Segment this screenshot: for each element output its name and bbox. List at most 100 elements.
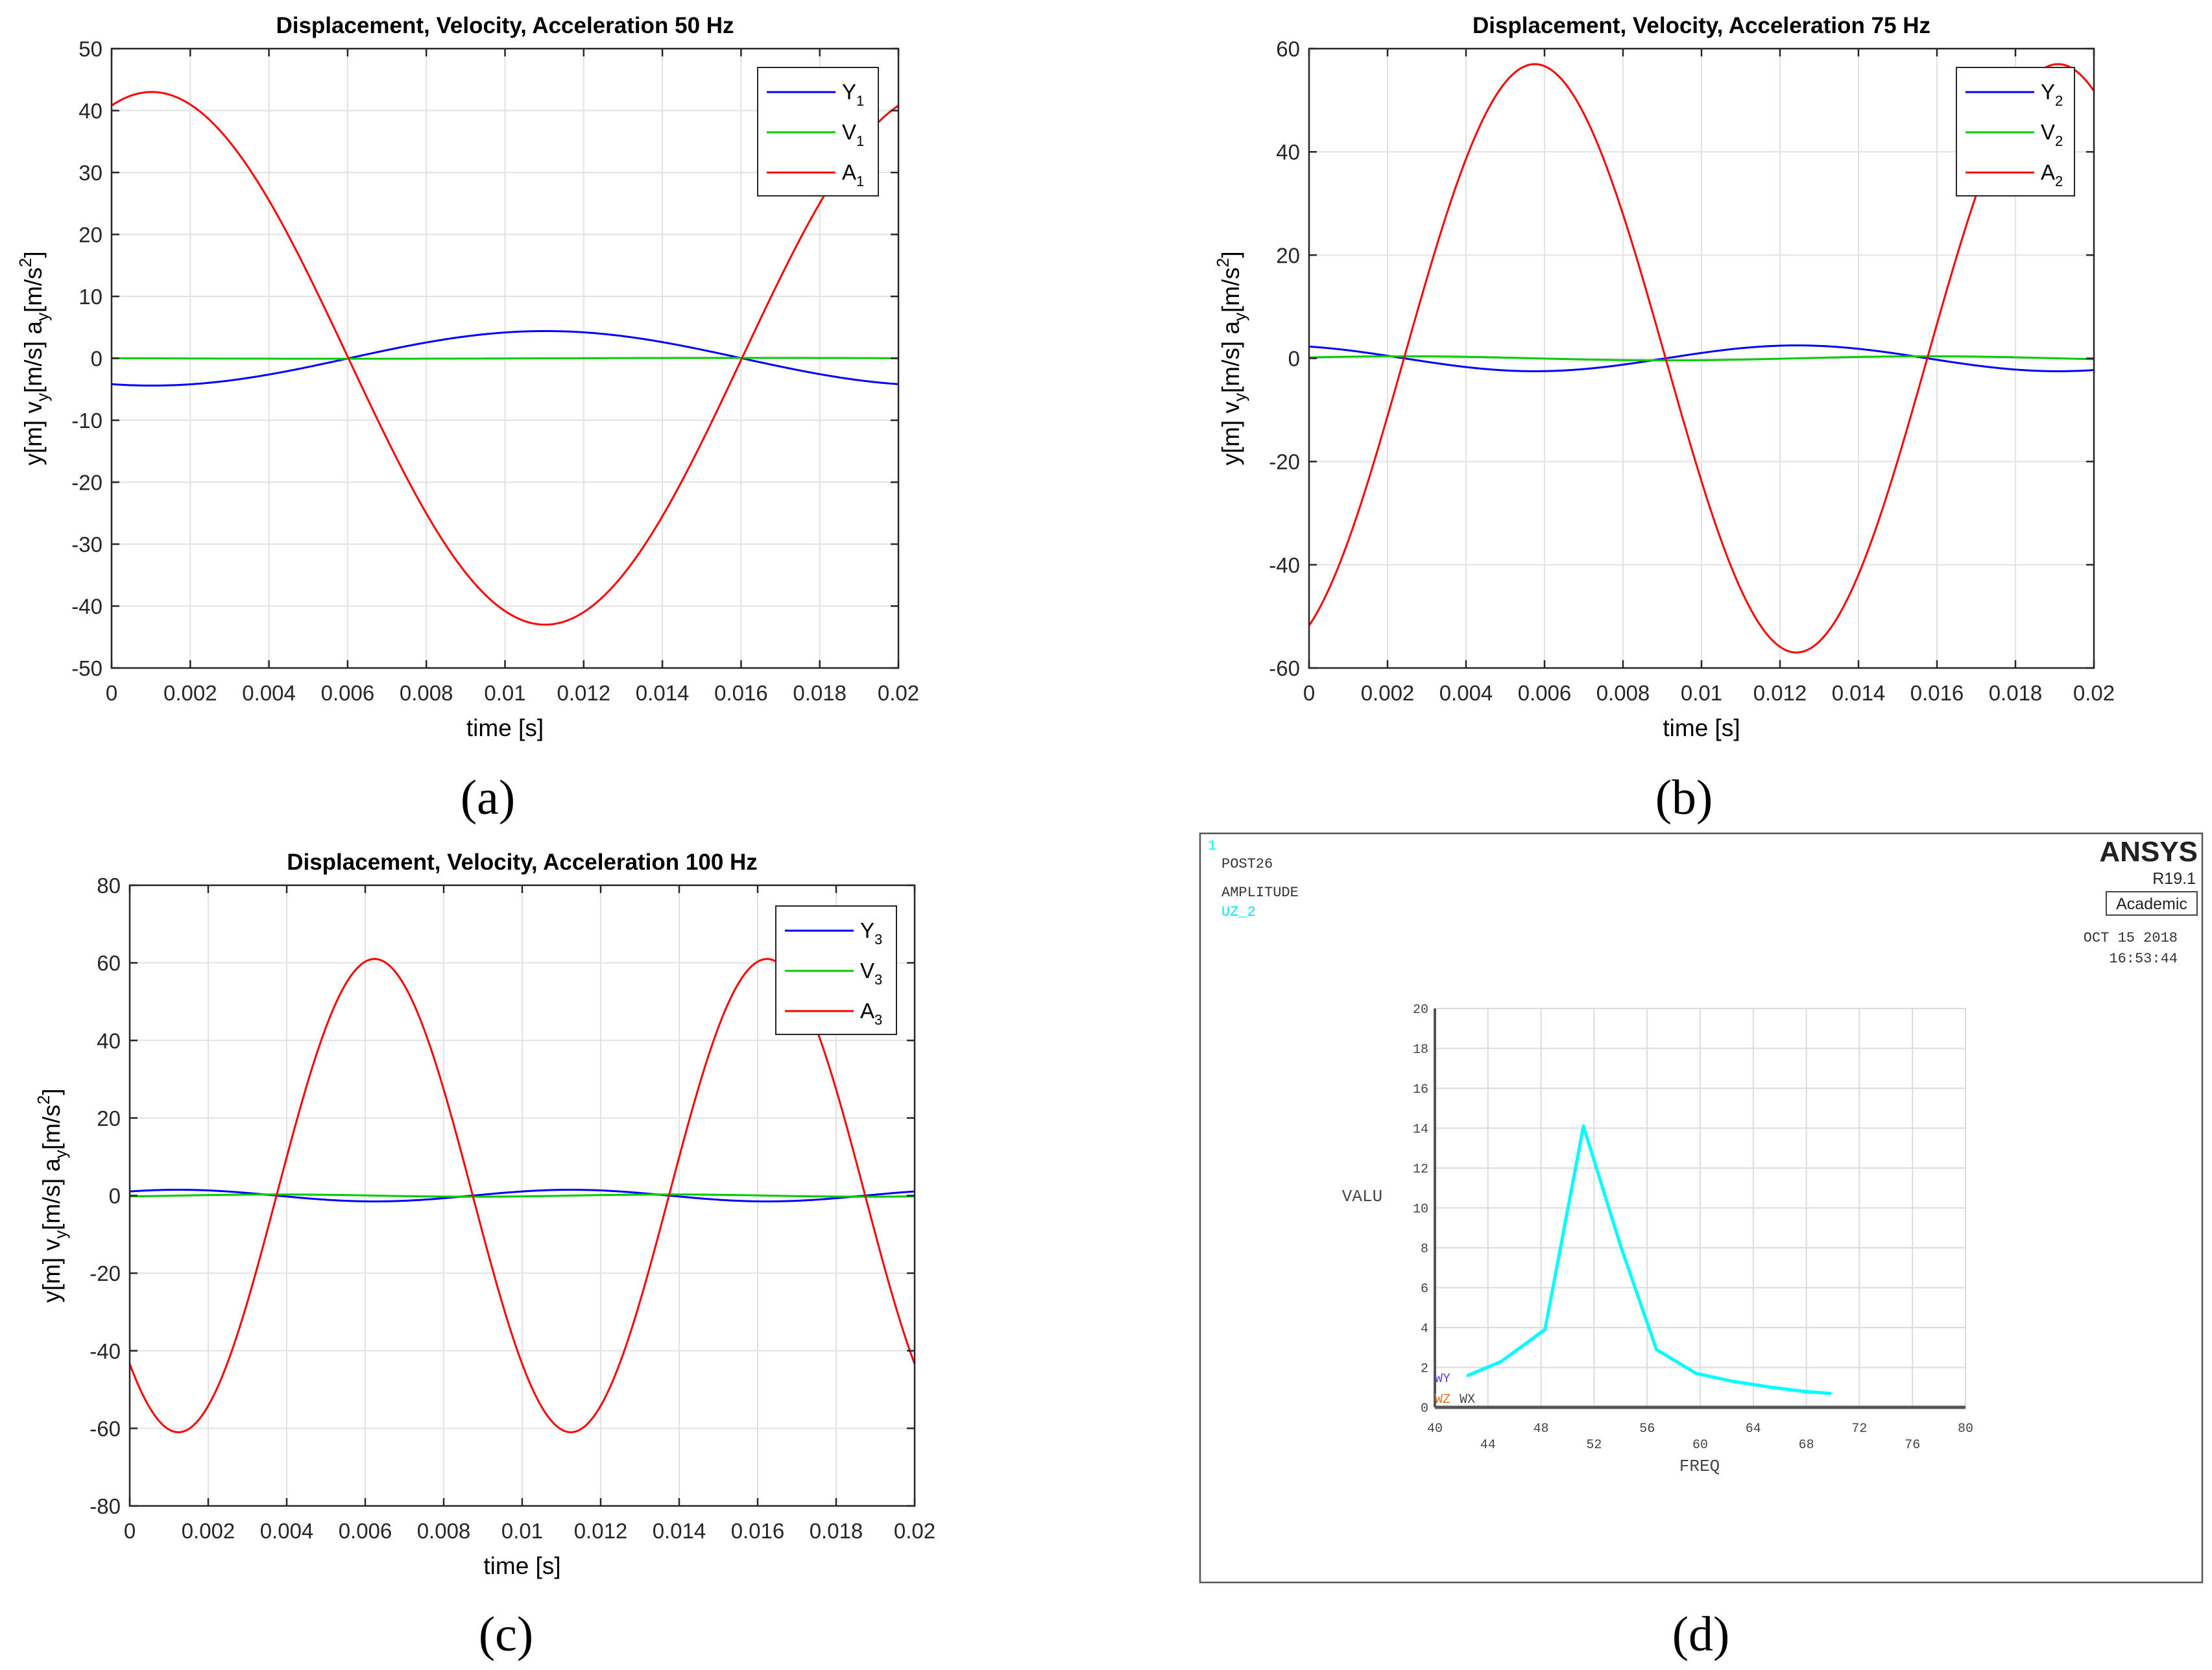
chart-b: 0 0.002 0.004 0.006 0.008 0.01 0.012 0.014 0.016… — [1213, 13, 2115, 741]
y-tick-label: 12 — [1413, 1162, 1428, 1177]
y-tick-label: 0 — [1288, 347, 1300, 371]
x-tick-label: 0.012 — [574, 1519, 628, 1543]
y-tick-label: -20 — [90, 1261, 121, 1285]
legend-entry: V2 — [2041, 120, 2063, 149]
figure-label-d: (d) — [1672, 1607, 1730, 1662]
y-axis-label: y[m] vy[m/s] ay[m/s2] — [1213, 251, 1249, 465]
y-tick-label: 60 — [97, 951, 121, 975]
x-tick-label: 68 — [1799, 1438, 1814, 1453]
x-tick-label: 0.012 — [557, 681, 611, 705]
legend-entry-label: Y — [842, 80, 856, 104]
y-axis-label: VALU — [1342, 1187, 1382, 1206]
y-axis-label: y[m] vy[m/s] ay[m/s2] — [16, 251, 52, 465]
x-tick-label: 64 — [1746, 1422, 1761, 1437]
license-text: Academic — [2116, 895, 2187, 913]
legend-entry-sub: 2 — [2055, 93, 2063, 109]
data-point — [1466, 1374, 1470, 1378]
legend-entry-sub: 3 — [874, 1012, 882, 1028]
legend-entry-sub: 3 — [874, 931, 882, 948]
y-tick-label: 0 — [91, 347, 102, 371]
y-axis-label-part: ] — [38, 1088, 65, 1095]
window-number: 1 — [1208, 838, 1216, 854]
x-tick-label: 0.004 — [1439, 681, 1493, 705]
x-tick-label: 0.008 — [1596, 681, 1650, 705]
x-tick-label: 0.004 — [260, 1519, 314, 1543]
legend-entry-label: A — [860, 999, 874, 1023]
y-tick-label: -40 — [90, 1339, 121, 1363]
ansys-logo-text: ANSYS — [2099, 836, 2198, 868]
y-axis-label-part: y[m] v — [20, 401, 47, 466]
x-tick-label: 0.016 — [731, 1519, 785, 1543]
y-tick-label: 20 — [1276, 243, 1300, 267]
y-tick-label: 6 — [1421, 1282, 1428, 1297]
y-tick-label: 2 — [1421, 1362, 1428, 1377]
legend-entry: A2 — [2041, 160, 2063, 189]
x-tick-label: 0.014 — [653, 1519, 706, 1543]
x-tick-label: 0.01 — [501, 1519, 543, 1543]
chart-title: Displacement, Velocity, Acceleration 100… — [287, 850, 758, 875]
y-tick-label: -20 — [71, 471, 102, 495]
x-axis-label: time [s] — [1663, 715, 1740, 741]
data-point — [1731, 1379, 1735, 1383]
series-line-A2 — [1308, 63, 2095, 654]
x-axis-label: time [s] — [466, 715, 544, 741]
legend-entry-label: Y — [860, 918, 874, 942]
data-point — [1770, 1385, 1773, 1389]
x-tick-label: 0.016 — [714, 681, 768, 705]
series-label: UZ_2 — [1221, 904, 1256, 920]
series-line-V2 — [1308, 355, 2095, 362]
data-point — [1499, 1359, 1503, 1363]
legend-entry-label: A — [842, 160, 856, 184]
x-tick-label: 0.014 — [636, 681, 690, 705]
data-point — [1618, 1244, 1622, 1248]
y-axis-label: y[m] vy[m/s] ay[m/s2] — [34, 1088, 70, 1302]
ansys-time: 16:53:44 — [2109, 951, 2178, 967]
y-tick-label: 18 — [1413, 1043, 1428, 1058]
data-point — [1655, 1348, 1659, 1352]
legend-entry-sub: 1 — [856, 173, 864, 189]
axis-triad-label: WZ — [1435, 1392, 1450, 1407]
series-line-V1 — [111, 357, 899, 360]
y-axis-label-part: 2 — [1213, 258, 1232, 267]
y-tick-label: 0 — [1421, 1402, 1428, 1416]
x-tick-label: 0 — [124, 1519, 136, 1543]
header-post26: POST26 — [1221, 856, 1273, 872]
y-axis-label-part: ] — [1218, 251, 1244, 257]
x-tick-label: 0.016 — [1910, 681, 1964, 705]
y-axis-label-part: y — [51, 1150, 70, 1158]
x-tick-label: 0.02 — [894, 1519, 935, 1543]
legend-entry: V1 — [842, 120, 864, 149]
legend-entry-label: A — [2041, 160, 2055, 184]
legend-entry: Y2 — [2041, 80, 2063, 109]
x-tick-label: 0.012 — [1753, 681, 1807, 705]
legend-entry: Y3 — [860, 918, 882, 948]
x-tick-label: 48 — [1533, 1422, 1549, 1437]
x-tick-label: 0.002 — [163, 681, 217, 705]
figure-label-b: (b) — [1655, 770, 1713, 825]
series-line-Y1 — [111, 329, 899, 387]
chart-c: 0 0.002 0.004 0.006 0.008 0.01 0.012 0.014 0.016… — [34, 850, 935, 1579]
y-tick-label: 10 — [78, 285, 102, 309]
x-tick-label: 56 — [1639, 1422, 1655, 1437]
x-tick-label: 0.002 — [1361, 681, 1415, 705]
y-axis-label-part: [m/s] a — [1218, 321, 1244, 393]
y-axis-label-part: y[m] v — [1218, 401, 1244, 466]
chart-title: Displacement, Velocity, Acceleration 75 … — [1473, 13, 1930, 38]
y-tick-label: -80 — [90, 1494, 121, 1518]
y-tick-label: 60 — [1276, 37, 1300, 61]
legend-entry-sub: 1 — [856, 93, 864, 109]
x-tick-label: 80 — [1958, 1422, 1973, 1437]
y-tick-label: 20 — [78, 223, 102, 247]
y-axis-label-part: [m/s — [38, 1104, 65, 1150]
x-tick-label: 0.02 — [878, 681, 919, 705]
y-axis-label-part: [m/s] a — [38, 1158, 65, 1230]
y-tick-label: 40 — [78, 99, 102, 123]
y-tick-label: 30 — [78, 161, 102, 185]
axis-triad-label: WY — [1435, 1372, 1450, 1387]
y-tick-label: -40 — [71, 595, 102, 619]
y-axis-label-part: y[m] v — [38, 1239, 65, 1303]
x-tick-label: 40 — [1427, 1422, 1443, 1437]
legend-entry: A3 — [860, 999, 882, 1028]
y-tick-label: 8 — [1421, 1242, 1428, 1257]
